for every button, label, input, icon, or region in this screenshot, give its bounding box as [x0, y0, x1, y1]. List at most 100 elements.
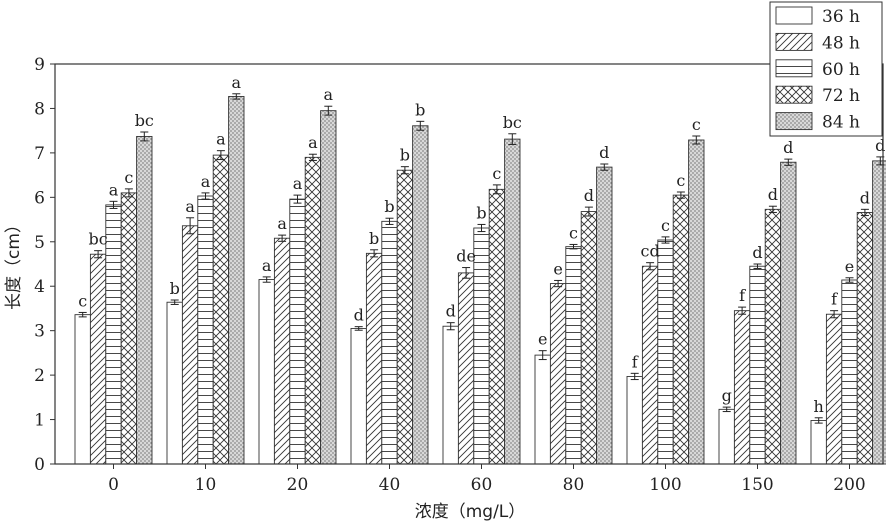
bar-48h-20 — [273, 237, 291, 465]
error-bar — [140, 131, 149, 142]
bar-60h-60 — [473, 227, 490, 465]
error-bar — [860, 208, 869, 217]
error-bar — [584, 206, 593, 217]
error-bar — [845, 277, 854, 283]
legend-label: 60 h — [822, 60, 860, 80]
error-bar — [232, 93, 241, 100]
bar-48h-0 — [89, 253, 107, 465]
error-bar — [630, 372, 639, 381]
error-bar — [324, 105, 333, 116]
error-bar — [676, 191, 685, 199]
significance-label: c — [692, 115, 701, 134]
error-bar — [400, 166, 409, 175]
significance-label: d — [599, 143, 609, 162]
bar-84h-60 — [504, 138, 521, 465]
significance-label: c — [492, 164, 501, 183]
x-axis-title: 浓度（mg/L） — [415, 502, 526, 522]
error-bar — [354, 326, 363, 331]
bars-layer — [74, 95, 886, 465]
bar-72h-200 — [856, 211, 874, 465]
bar-48h-60 — [457, 272, 475, 465]
error-bar — [814, 417, 823, 424]
bar-72h-20 — [304, 156, 322, 465]
error-bar — [170, 299, 179, 305]
bar-84h-0 — [136, 135, 153, 465]
error-bar — [109, 200, 118, 209]
x-tick-label: 40 — [379, 475, 401, 495]
legend: 36 h 48 h 60 h 72 h 84 h — [769, 1, 883, 137]
legend-label: 72 h — [822, 86, 860, 106]
significance-label: bc — [503, 113, 522, 132]
bar-36h-0 — [74, 314, 91, 465]
significance-label: b — [384, 197, 394, 216]
bar-48h-40 — [365, 252, 383, 465]
error-bar — [308, 153, 317, 161]
error-bar — [508, 133, 517, 145]
error-bar — [768, 205, 777, 213]
significance-label: f — [632, 352, 639, 371]
bar-60h-200 — [841, 279, 858, 465]
significance-label: d — [783, 138, 793, 157]
error-bar — [201, 192, 210, 200]
bar-36h-150 — [718, 408, 735, 465]
bar-36h-100 — [626, 375, 643, 465]
significance-label: d — [860, 188, 870, 207]
legend-swatch — [775, 6, 813, 25]
legend-swatch — [775, 59, 813, 78]
significance-label: cd — [640, 242, 659, 261]
error-bar — [462, 267, 471, 279]
significance-label: a — [324, 85, 334, 104]
error-bars-layer — [78, 93, 885, 424]
bar-72h-40 — [396, 169, 414, 465]
significance-label: d — [752, 243, 762, 262]
error-bar — [124, 188, 133, 198]
significance-label: bc — [88, 230, 107, 249]
bar-72h-0 — [120, 192, 138, 465]
y-tick-label: 9 — [34, 55, 45, 75]
significance-label: f — [739, 286, 746, 305]
x-axis: 0 10 20 40 60 80 100 150 200 — [108, 464, 866, 495]
error-bar — [722, 406, 731, 413]
plot-frame — [54, 63, 884, 465]
significance-label: d — [584, 186, 594, 205]
bar-60h-40 — [381, 220, 398, 465]
significance-label: a — [201, 172, 211, 191]
y-tick-label: 1 — [34, 411, 45, 431]
x-tick-label: 80 — [563, 475, 585, 495]
error-bar — [186, 217, 195, 235]
significance-label: d — [768, 185, 778, 204]
error-bar — [692, 135, 701, 145]
bar-60h-80 — [565, 246, 582, 465]
bar-84h-80 — [596, 166, 613, 465]
error-bar — [446, 322, 455, 331]
bar-48h-200 — [825, 313, 843, 465]
legend-label: 48 h — [822, 33, 860, 53]
bar-84h-100 — [688, 139, 705, 465]
error-bar — [385, 217, 394, 225]
significance-label: a — [293, 174, 303, 193]
bar-36h-10 — [166, 301, 183, 465]
error-bar — [600, 163, 609, 171]
significance-label: c — [124, 168, 133, 187]
error-bar — [492, 184, 501, 195]
significance-label: a — [262, 256, 272, 275]
legend-label: 36 h — [822, 7, 860, 27]
significance-label: e — [538, 330, 547, 349]
bar-36h-60 — [442, 325, 459, 465]
error-bar — [94, 250, 103, 259]
error-bar — [738, 306, 747, 315]
bar-48h-80 — [549, 283, 567, 465]
significance-label: b — [369, 229, 379, 248]
significance-label: a — [308, 133, 318, 152]
error-bar — [477, 223, 486, 233]
y-axis: 0 1 2 3 4 5 6 7 8 9 — [34, 55, 55, 475]
bar-36h-20 — [258, 279, 275, 465]
significance-labels-layer: cbcacbcbaaaaaaaaadbbbbddebcbceecddfcdccc… — [78, 73, 885, 416]
bar-84h-20 — [320, 110, 337, 465]
bar-60h-10 — [197, 195, 214, 465]
error-bar — [293, 194, 302, 204]
bar-36h-40 — [350, 327, 367, 465]
significance-label: a — [232, 73, 242, 92]
significance-label: de — [456, 247, 476, 266]
